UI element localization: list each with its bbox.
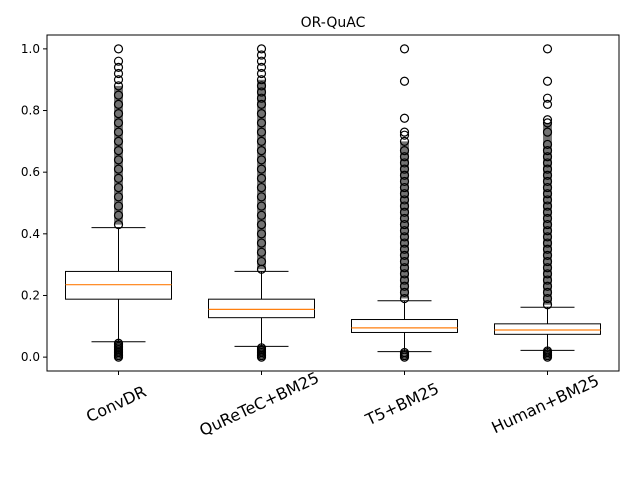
box-iqr: [351, 319, 458, 333]
flier-point: [399, 113, 410, 123]
flier-point: [113, 62, 124, 72]
flier-point: [256, 44, 267, 54]
flier-point: [399, 76, 410, 86]
flier-point: [113, 75, 124, 85]
flier-point: [256, 56, 267, 66]
flier-point: [542, 44, 553, 54]
flier-point: [399, 127, 410, 137]
flier-point: [542, 93, 553, 103]
y-tick-label: 0.2: [21, 288, 40, 302]
box-iqr: [208, 298, 315, 319]
box-iqr: [65, 270, 172, 300]
flier-point: [256, 68, 267, 79]
flier-point: [399, 130, 410, 140]
box-iqr: [494, 323, 601, 335]
flier-point: [113, 68, 124, 79]
chart-title: OR-QuAC: [301, 15, 366, 31]
flier-point: [542, 76, 553, 86]
y-tick-label: 0.6: [21, 165, 40, 179]
flier-point: [256, 62, 267, 72]
y-tick-label: 1.0: [21, 42, 40, 56]
flier-point: [113, 56, 124, 66]
flier-point: [399, 44, 410, 54]
y-tick-label: 0.0: [21, 350, 40, 364]
y-tick-label: 0.4: [21, 227, 40, 241]
flier-point: [542, 99, 553, 109]
y-tick-label: 0.8: [21, 104, 40, 118]
flier-point: [113, 44, 124, 54]
axes-frame: [46, 34, 620, 372]
flier-point: [256, 50, 267, 60]
